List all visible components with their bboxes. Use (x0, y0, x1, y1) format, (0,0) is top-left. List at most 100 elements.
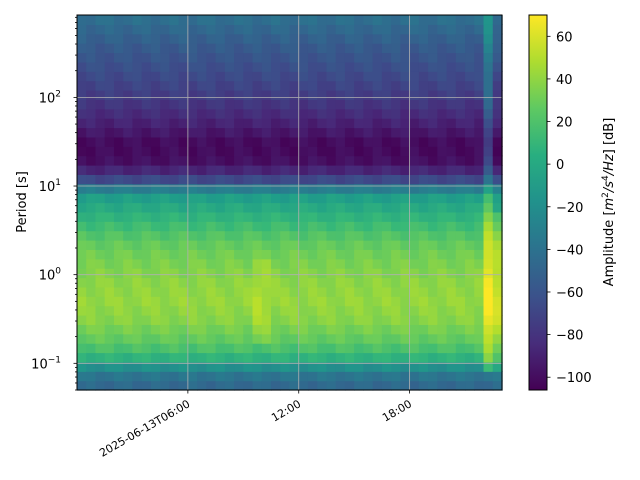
heatmap-cell (455, 258, 466, 269)
heatmap-cell (160, 99, 170, 110)
heatmap-cell (307, 71, 318, 82)
heatmap-cell (123, 371, 134, 382)
heatmap-cell (243, 361, 254, 372)
heatmap-cell (215, 277, 226, 288)
heatmap-cell (391, 268, 401, 279)
heatmap-cell (307, 305, 318, 316)
heatmap-cell (455, 136, 466, 147)
heatmap-cell (289, 146, 300, 157)
heatmap-cell (492, 324, 503, 335)
heatmap-cell (391, 33, 401, 44)
heatmap-cell (215, 286, 226, 297)
heatmap-cell (141, 371, 152, 382)
heatmap-cell (381, 380, 392, 391)
heatmap-cell (400, 211, 411, 222)
heatmap-cell (344, 286, 355, 297)
heatmap-cell (437, 127, 448, 138)
heatmap-cell (492, 240, 503, 250)
heatmap-cell (206, 118, 217, 129)
heatmap-cell (252, 221, 263, 232)
heatmap-cell (252, 249, 263, 260)
heatmap-cell (298, 352, 309, 363)
heatmap-cell (381, 268, 392, 279)
heatmap-cell (381, 99, 392, 110)
heatmap-cell (169, 352, 180, 363)
heatmap-cell (381, 183, 392, 194)
heatmap-cell (335, 43, 346, 54)
heatmap-cell (418, 221, 429, 232)
heatmap-cell (252, 71, 263, 82)
heatmap-cell (113, 221, 124, 232)
heatmap-cell (224, 249, 235, 260)
heatmap-cell (252, 99, 263, 110)
heatmap-cell (160, 249, 170, 260)
heatmap-cell (307, 61, 318, 72)
heatmap-cell (354, 127, 365, 138)
heatmap-cell (400, 90, 411, 100)
heatmap-cell (437, 33, 448, 44)
heatmap-cell (132, 296, 143, 307)
heatmap-cell (86, 315, 97, 325)
heatmap-cell (123, 15, 134, 25)
heatmap-cell (428, 315, 438, 325)
heatmap-cell (492, 277, 503, 288)
heatmap-cell (298, 221, 309, 232)
heatmap-cell (261, 258, 272, 269)
heatmap-cell (261, 380, 272, 391)
heatmap-cell (261, 277, 272, 288)
heatmap-cell (483, 371, 494, 382)
heatmap-cell (95, 343, 106, 354)
heatmap-cell (465, 127, 475, 138)
heatmap-cell (409, 361, 420, 372)
heatmap-cell (363, 249, 374, 260)
heatmap-cell (465, 286, 475, 297)
heatmap-cell (409, 277, 420, 288)
heatmap-cell (317, 165, 328, 175)
heatmap-cell (492, 221, 503, 232)
heatmap-cell (206, 15, 217, 25)
heatmap-cell (234, 240, 244, 250)
heatmap-cell (280, 268, 291, 279)
heatmap-cell (317, 71, 328, 82)
heatmap-cell (271, 71, 281, 82)
heatmap-cell (234, 286, 244, 297)
heatmap-cell (197, 108, 207, 119)
heatmap-cell (113, 324, 124, 335)
heatmap-cell (77, 361, 87, 372)
heatmap-cell (307, 80, 318, 91)
heatmap-cell (465, 230, 475, 241)
heatmap-cell (77, 99, 87, 110)
heatmap-cell (428, 352, 438, 363)
heatmap-cell (409, 211, 420, 222)
heatmap-cell (197, 333, 207, 344)
heatmap-cell (95, 127, 106, 138)
heatmap-cell (243, 240, 254, 250)
heatmap-cell (150, 127, 161, 138)
heatmap-cell (169, 343, 180, 354)
heatmap-cell (354, 136, 365, 147)
heatmap-cell (215, 127, 226, 138)
heatmap-cell (307, 118, 318, 129)
heatmap-cell (372, 352, 383, 363)
heatmap-cell (317, 249, 328, 260)
heatmap-cell (381, 211, 392, 222)
heatmap-cell (123, 174, 134, 185)
heatmap-cell (317, 90, 328, 100)
heatmap-cell (215, 15, 226, 25)
heatmap-cell (492, 333, 503, 344)
heatmap-cell (234, 136, 244, 147)
heatmap-cell (243, 90, 254, 100)
heatmap-cell (400, 324, 411, 335)
heatmap-cell (326, 258, 337, 269)
heatmap-cell (141, 211, 152, 222)
heatmap-cell (150, 324, 161, 335)
heatmap-cell (418, 258, 429, 269)
heatmap-cell (381, 221, 392, 232)
heatmap-cell (483, 80, 494, 91)
heatmap-cell (335, 305, 346, 316)
heatmap-cell (372, 90, 383, 100)
heatmap-cell (113, 277, 124, 288)
heatmap-cell (132, 118, 143, 129)
heatmap-cell (474, 343, 485, 354)
heatmap-cell (86, 108, 97, 119)
